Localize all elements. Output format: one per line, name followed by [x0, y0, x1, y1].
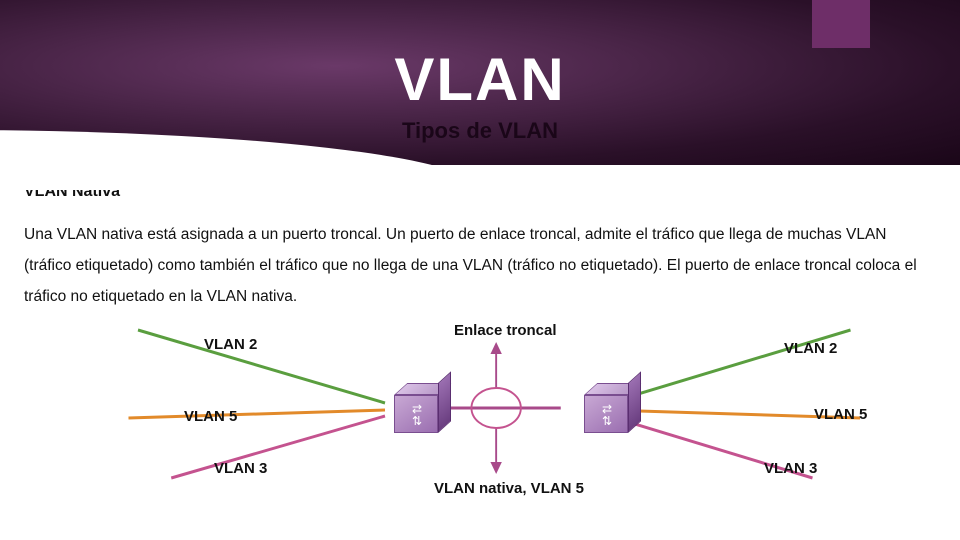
label-right-vlan5: VLAN 5	[814, 406, 867, 423]
slide-header: VLAN Tipos de VLAN	[0, 0, 960, 165]
vlan-diagram: ⇄⇅ ⇄⇅ Enlace troncal VLAN nativa, VLAN 5…	[24, 318, 936, 508]
section-body: Una VLAN nativa está asignada a un puert…	[24, 219, 936, 312]
ribbon-accent	[812, 0, 870, 48]
slide-content: VLAN Nativa Una VLAN nativa está asignad…	[0, 165, 960, 508]
slide-title: VLAN	[394, 45, 565, 114]
label-left-vlan3: VLAN 3	[214, 460, 267, 477]
label-trunk-top: Enlace troncal	[454, 322, 557, 339]
slide-subtitle: Tipos de VLAN	[402, 118, 558, 144]
label-left-vlan2: VLAN 2	[204, 336, 257, 353]
label-right-vlan2: VLAN 2	[784, 340, 837, 357]
label-trunk-bottom: VLAN nativa, VLAN 5	[434, 480, 584, 497]
label-right-vlan3: VLAN 3	[764, 460, 817, 477]
switch-right-icon: ⇄⇅	[584, 383, 642, 433]
label-left-vlan5: VLAN 5	[184, 408, 237, 425]
switch-left-icon: ⇄⇅	[394, 383, 452, 433]
